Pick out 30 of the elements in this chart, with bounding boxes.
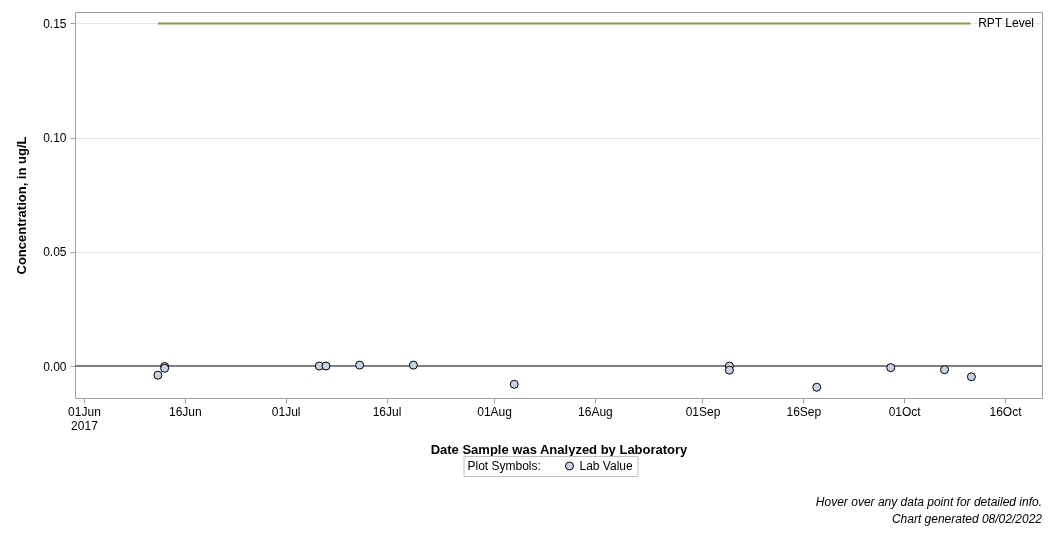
point xyxy=(509,379,519,389)
x-tick-label: 16Jun xyxy=(168,404,202,419)
x-tick-label: 01Oct xyxy=(888,404,922,419)
y-tick-label: 0.00 xyxy=(43,359,67,374)
ref-line-label: RPT Level xyxy=(978,16,1034,31)
point xyxy=(355,360,365,370)
y-tick-label: 0.10 xyxy=(43,131,67,146)
point xyxy=(966,372,976,382)
y-tick-label: 0.05 xyxy=(43,245,67,260)
point xyxy=(812,382,822,392)
x-tick-label: 01Jul xyxy=(271,404,301,419)
point xyxy=(321,361,331,371)
x-tick-label: 16Sep xyxy=(786,404,822,419)
point xyxy=(153,370,163,380)
point xyxy=(886,363,896,373)
x-tick-label: 01Jun 2017 xyxy=(68,404,101,433)
y-tick-label: 0.15 xyxy=(43,16,67,31)
x-tick-label: 16Oct xyxy=(989,404,1023,419)
point xyxy=(724,365,734,375)
point xyxy=(940,365,950,375)
legend-title: Plot Symbols: xyxy=(467,459,541,473)
x-tick-label: 16Aug xyxy=(578,404,613,419)
text: Chart generated 08/02/2022 xyxy=(891,512,1043,526)
legend-label: Lab Value xyxy=(579,459,633,473)
x-tick-label: 01Sep xyxy=(685,404,721,419)
x-tick-label: 01Aug xyxy=(477,404,512,419)
point xyxy=(408,360,418,370)
text: Hover over any data point for detailed info. xyxy=(815,495,1042,509)
x-tick-label: 16Jul xyxy=(372,404,402,419)
y-axis-title: Concentration, in ug/L xyxy=(14,136,30,275)
